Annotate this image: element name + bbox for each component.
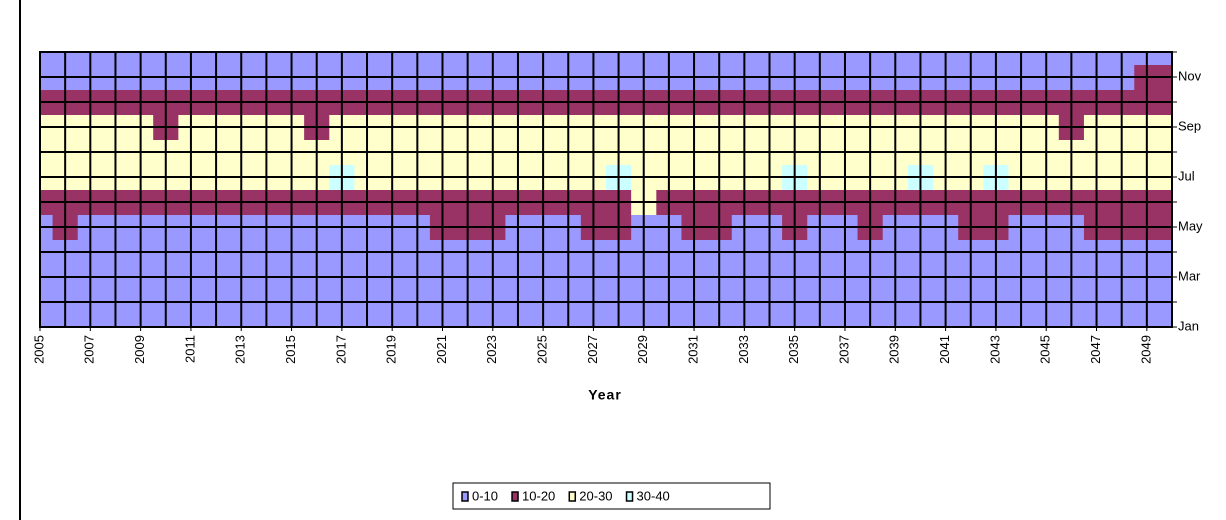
x-tick-label: 2021 xyxy=(434,335,449,364)
x-tick-label: 2013 xyxy=(233,335,248,364)
x-tick-label: 2019 xyxy=(384,335,399,364)
legend-swatch xyxy=(568,491,577,502)
x-tick-label: 2015 xyxy=(283,335,298,364)
x-tick-label: 2035 xyxy=(786,335,801,364)
legend-swatch xyxy=(461,491,469,502)
x-tick-label: 2031 xyxy=(685,335,700,364)
legend xyxy=(452,482,771,510)
x-axis-title: Year xyxy=(588,387,622,403)
legend-items: 0-10 10-20 20-30 30-40 xyxy=(461,488,670,503)
x-tick-label: 2041 xyxy=(937,335,952,364)
y-tick-label: Nov xyxy=(1178,68,1202,83)
surface-cell xyxy=(40,314,54,327)
y-tick-label: May xyxy=(1178,218,1203,233)
x-tick-label: 2043 xyxy=(987,335,1002,364)
x-tick-label: 2049 xyxy=(1138,335,1153,364)
legend-label: 10-20 xyxy=(522,488,555,503)
plot-border xyxy=(39,51,1173,328)
legend-swatch xyxy=(511,491,519,502)
x-tick-label: 2009 xyxy=(132,335,147,364)
legend-swatch xyxy=(625,491,634,502)
legend-label: 20-30 xyxy=(579,488,612,503)
x-tick-label: 2045 xyxy=(1038,335,1053,364)
x-tick-label: 2005 xyxy=(31,335,46,364)
y-tick-label: Mar xyxy=(1178,268,1201,283)
x-tick-label: 2011 xyxy=(182,335,197,363)
x-tick-label: 2023 xyxy=(484,335,499,364)
x-tick-label: 2029 xyxy=(635,335,650,364)
x-tick-label: 2033 xyxy=(736,335,751,364)
y-tick-label: Sep xyxy=(1178,118,1201,133)
surface-cell xyxy=(40,52,54,65)
grid: Jan Mar May Jul Sep Nov 2005 2007 2009 2011 2013 20… xyxy=(31,51,1203,364)
y-tick-label: Jan xyxy=(1178,318,1199,333)
x-tick-label: 2039 xyxy=(887,335,902,364)
x-tick-label: 2047 xyxy=(1088,335,1103,364)
y-tick-label: Jul xyxy=(1178,168,1195,183)
x-tick-label: 2025 xyxy=(535,335,550,364)
x-tick-label: 2027 xyxy=(585,335,600,364)
legend-label: 30-40 xyxy=(637,488,670,503)
surface-cell xyxy=(1159,314,1172,327)
x-tick-label: 2017 xyxy=(333,335,348,364)
x-tick-label: 2037 xyxy=(836,335,851,364)
legend-label: 0-10 xyxy=(472,488,498,503)
surface-cell xyxy=(1159,52,1172,65)
surface xyxy=(40,52,1172,327)
x-tick-label: 2007 xyxy=(82,335,97,364)
